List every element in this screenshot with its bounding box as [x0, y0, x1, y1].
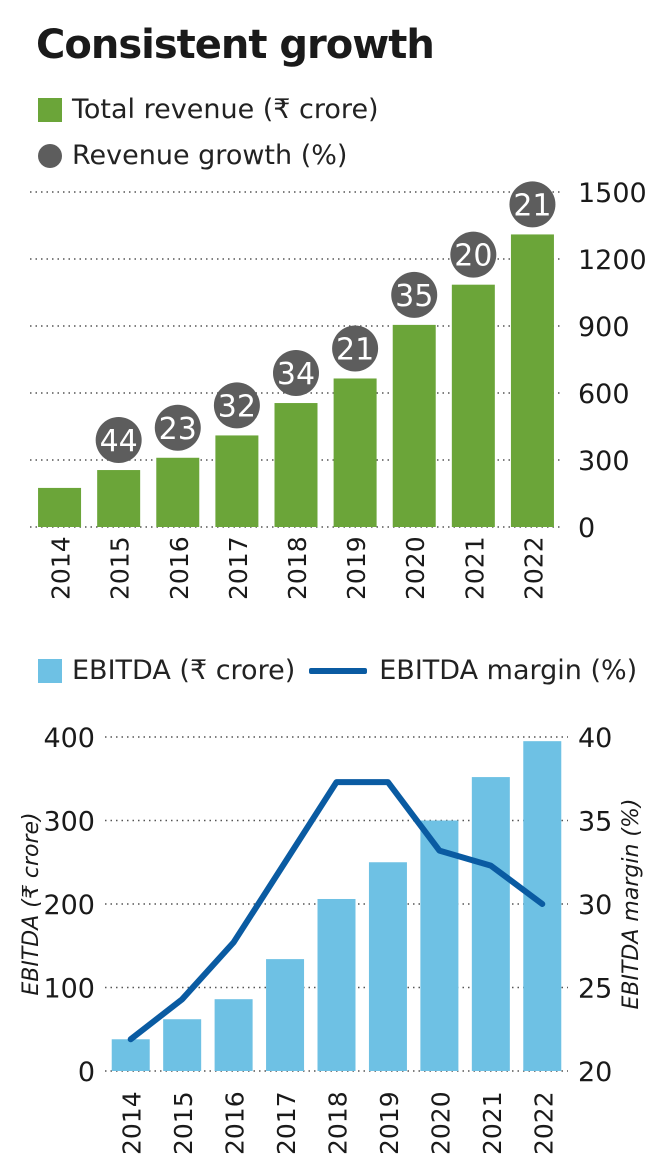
x-tick-label: 2015 [106, 536, 135, 600]
chart-title: Consistent growth [36, 22, 435, 68]
x-tick-label: 2018 [324, 1091, 353, 1155]
ebitda-swatch [38, 658, 62, 683]
x-tick-label: 2016 [165, 536, 194, 600]
revenue-bar [156, 457, 200, 527]
growth-swatch [38, 143, 62, 168]
x-tick-label: 2017 [272, 1091, 301, 1155]
legend-ebitda: EBITDA (₹ crore) EBITDA margin (%) [38, 655, 637, 686]
y-tick-label: 1200 [578, 245, 647, 276]
legend-margin-label: EBITDA margin (%) [379, 655, 638, 686]
x-tick-label: 2020 [426, 1091, 455, 1155]
growth-bubble [450, 231, 497, 278]
growth-label: 44 [100, 424, 138, 459]
growth-bubble [154, 404, 201, 451]
growth-label: 23 [159, 412, 197, 447]
x-tick-label: 2022 [519, 536, 548, 600]
legend-growth: Revenue growth (%) [38, 140, 347, 171]
revenue-bar [215, 435, 259, 527]
ebitda-bar [111, 1039, 150, 1071]
x-tick-label: 2019 [342, 536, 371, 600]
x-tick-label: 2021 [478, 1091, 507, 1155]
x-tick-label: 2014 [118, 1091, 147, 1155]
growth-bubble [273, 350, 319, 397]
growth-label: 32 [218, 389, 256, 424]
ebitda-bar [317, 898, 356, 1071]
y-tick-label: 200 [43, 890, 95, 921]
revenue-bar [510, 234, 554, 527]
x-tick-label: 2021 [460, 536, 489, 600]
y-tick-label: 900 [578, 312, 630, 343]
growth-bubble [213, 382, 260, 429]
y-axis-label: EBITDA (₹ crore) [19, 812, 44, 995]
ebitda-bar [214, 999, 253, 1071]
y-tick-label: 400 [43, 723, 95, 754]
growth-bubble [509, 181, 556, 228]
x-tick-label: 2014 [47, 536, 76, 600]
y2-tick-label: 30 [578, 890, 612, 921]
growth-bubble [95, 417, 142, 464]
revenue-bar [392, 324, 436, 527]
legend-revenue-label: Total revenue (₹ crore) [72, 94, 379, 125]
x-tick-label: 2016 [221, 1091, 250, 1155]
y-tick-label: 300 [578, 446, 630, 477]
growth-bubble [391, 271, 438, 318]
revenue-bar [38, 487, 82, 527]
growth-label: 35 [395, 279, 433, 314]
revenue-bar [451, 284, 495, 527]
revenue-bar [97, 470, 141, 527]
y2-tick-label: 40 [578, 723, 612, 754]
growth-label: 21 [336, 332, 374, 367]
x-tick-label: 2015 [169, 1091, 198, 1155]
ebitda-bar [266, 959, 305, 1071]
y2-tick-label: 25 [578, 974, 612, 1005]
x-tick-label: 2020 [401, 536, 430, 600]
y-tick-label: 0 [78, 1057, 95, 1088]
y2-tick-label: 20 [578, 1057, 612, 1088]
x-tick-label: 2017 [224, 536, 253, 600]
y-tick-label: 0 [578, 513, 595, 544]
revenue-chart: 0 300 600 900 1200 1500 2014 44 2015 23 2016 32 2017… [30, 178, 647, 600]
growth-label: 34 [277, 357, 315, 392]
x-tick-label: 2019 [375, 1091, 404, 1155]
revenue-bar [274, 403, 318, 527]
legend-revenue: Total revenue (₹ crore) [38, 94, 379, 125]
y2-tick-label: 35 [578, 807, 612, 838]
margin-line [127, 779, 546, 1043]
y-tick-label: 100 [43, 974, 95, 1005]
ebitda-bar [163, 1019, 202, 1071]
x-tick-label: 2022 [529, 1091, 558, 1155]
y-tick-label: 300 [43, 807, 95, 838]
growth-label: 21 [513, 188, 551, 223]
growth-bubble [332, 325, 379, 372]
y2-axis-label: EBITDA margin (%) [619, 799, 644, 1010]
ebitda-bar [420, 820, 459, 1071]
y-tick-label: 1500 [578, 178, 647, 209]
margin-swatch [309, 667, 368, 674]
ebitda-bar [368, 862, 407, 1071]
growth-label: 20 [454, 239, 492, 274]
legend-ebitda-label: EBITDA (₹ crore) [72, 655, 296, 686]
revenue-swatch [38, 97, 62, 122]
revenue-bar [333, 378, 377, 527]
x-tick-label: 2018 [283, 536, 312, 600]
ebitda-bar [471, 777, 510, 1071]
y-tick-label: 600 [578, 379, 630, 410]
legend-growth-label: Revenue growth (%) [72, 140, 348, 171]
